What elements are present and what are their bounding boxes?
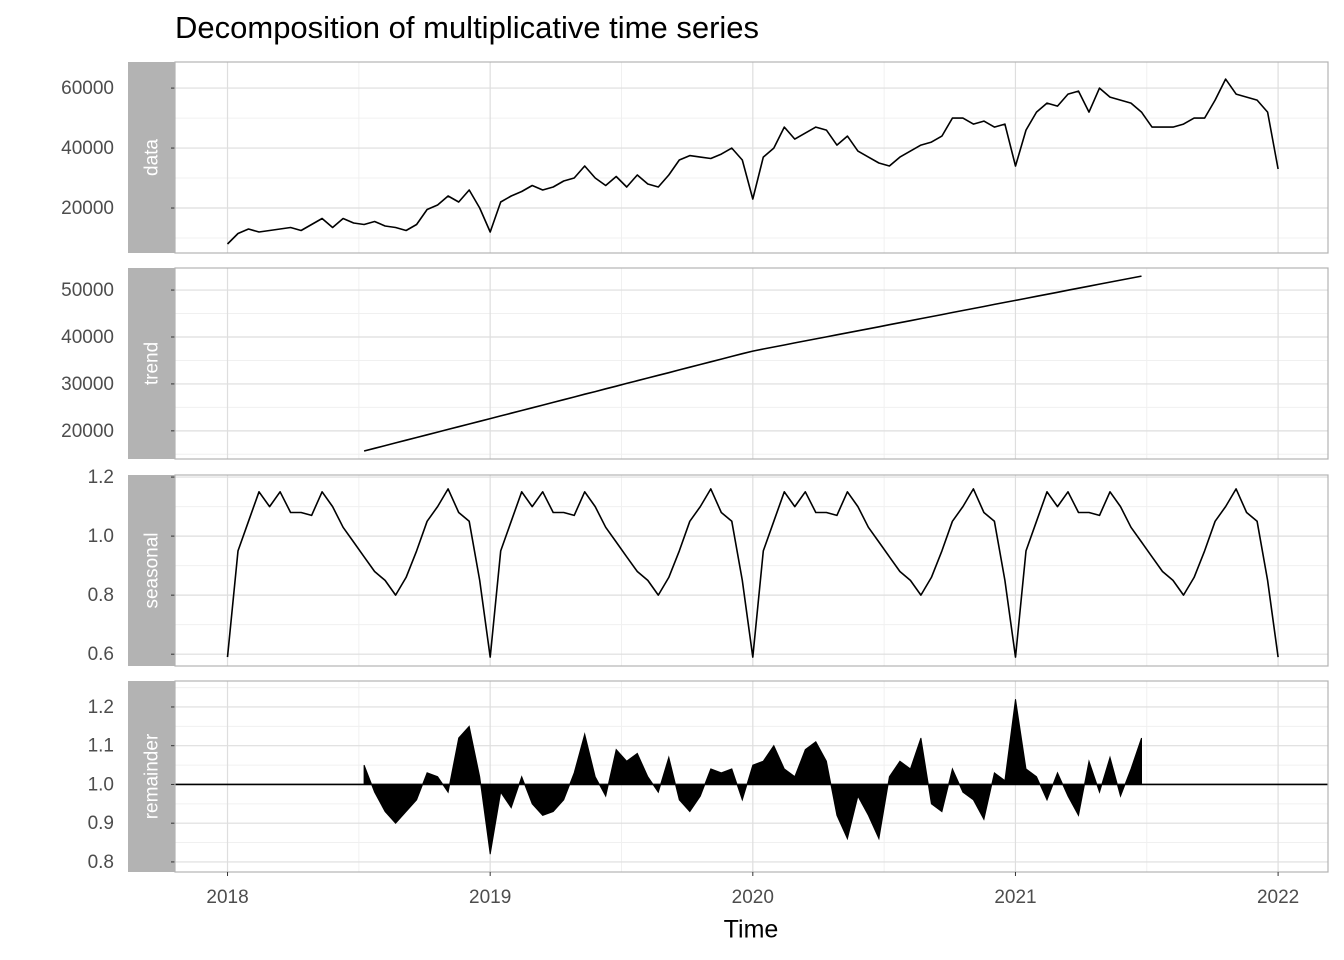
- panel-border: [174, 267, 1329, 460]
- y-tick-label: 1.2: [88, 467, 114, 488]
- x-tick-label: 2021: [994, 887, 1036, 908]
- strip: [128, 62, 175, 253]
- series-line: [226, 78, 1279, 245]
- y-tick-label: 40000: [61, 138, 114, 159]
- x-tick-label: 2019: [469, 887, 511, 908]
- x-tick-label: 2020: [732, 887, 774, 908]
- chart-title: Decomposition of multiplicative time ser…: [175, 10, 759, 45]
- y-tick-label: 0.9: [88, 813, 114, 834]
- series-line: [363, 275, 1142, 452]
- strip: [128, 475, 175, 666]
- y-tick-label: 20000: [61, 421, 114, 442]
- x-axis-title: Time: [724, 916, 779, 944]
- x-tick-label: 2022: [1257, 887, 1299, 908]
- strip-label: data: [142, 139, 163, 176]
- panel-border: [174, 474, 1329, 667]
- y-tick-label: 30000: [61, 374, 114, 395]
- panel-border: [174, 680, 1329, 873]
- strip: [128, 681, 175, 872]
- y-tick-label: 1.2: [88, 697, 114, 718]
- y-tick-label: 50000: [61, 280, 114, 301]
- panel-border: [174, 61, 1329, 254]
- strip-label: trend: [142, 342, 163, 385]
- y-tick-label: 0.8: [88, 585, 114, 606]
- y-tick-label: 40000: [61, 327, 114, 348]
- y-tick-label: 1.0: [88, 774, 114, 795]
- y-tick-label: 60000: [61, 78, 114, 99]
- series-line: [226, 488, 1279, 658]
- remainder-area: [363, 699, 1142, 855]
- strip: [128, 268, 175, 459]
- y-tick-label: 1.1: [88, 736, 114, 757]
- strip-label: seasonal: [142, 532, 163, 608]
- strip-label: remainder: [142, 733, 163, 819]
- y-tick-label: 0.8: [88, 852, 114, 873]
- y-tick-label: 20000: [61, 198, 114, 219]
- x-tick-label: 2018: [206, 887, 248, 908]
- y-tick-label: 1.0: [88, 526, 114, 547]
- y-tick-label: 0.6: [88, 644, 114, 665]
